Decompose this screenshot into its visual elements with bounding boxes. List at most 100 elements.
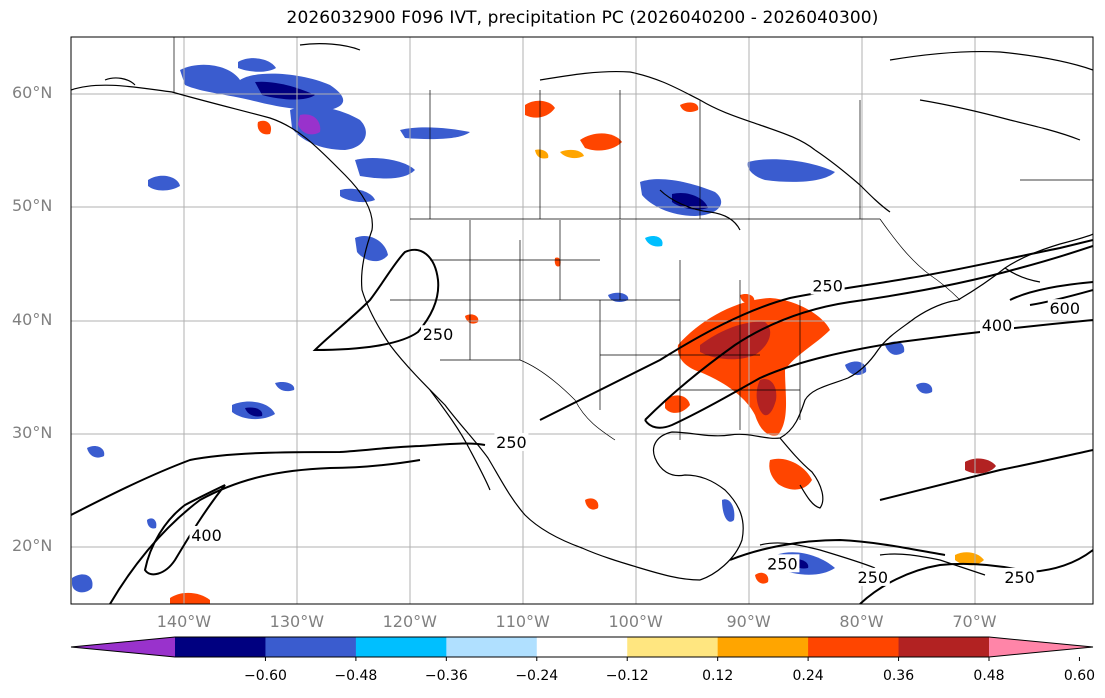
precip-negative-area xyxy=(672,192,708,210)
ivt-contour-600 xyxy=(1009,281,1093,301)
precip-negative-area xyxy=(245,407,263,417)
ivt-contour-600 xyxy=(1029,289,1093,306)
precip-negative-area xyxy=(845,361,867,376)
colorbar-tick-label: −0.24 xyxy=(515,668,559,684)
precip-positive-area xyxy=(257,120,272,135)
precip-negative-area xyxy=(87,445,105,458)
precip-negative-area xyxy=(238,58,276,72)
precip-positive-area xyxy=(677,298,830,436)
colorbar-tick-label: −0.12 xyxy=(605,668,649,684)
contour-label-bg xyxy=(855,567,890,586)
contour-label: 600 xyxy=(1049,299,1080,318)
lat-label: 40°N xyxy=(12,309,53,329)
contour-label: 250 xyxy=(812,276,843,295)
precip-negative-area xyxy=(275,381,295,392)
precip-negative-area xyxy=(916,382,933,394)
colorbar-tick-label: −0.36 xyxy=(424,668,468,684)
contour-label-bg xyxy=(1002,567,1037,586)
colorbar-tick-label: −0.48 xyxy=(334,668,378,684)
ivt-contour-400 xyxy=(143,484,226,576)
ivt-contour-250 xyxy=(539,239,1093,421)
precip-negative-area xyxy=(400,127,470,140)
precip-negative-area xyxy=(747,159,835,182)
ivt-contour-250 xyxy=(71,442,486,516)
contour-label-bg xyxy=(765,554,800,573)
contour-label-bg xyxy=(810,276,845,295)
lat-label: 20°N xyxy=(12,536,53,556)
precip-positive-area xyxy=(535,149,549,159)
lat-label: 60°N xyxy=(12,82,53,102)
lon-label: 130°W xyxy=(269,612,325,631)
precip-negative-area xyxy=(72,574,93,593)
lat-label: 50°N xyxy=(12,196,53,216)
precip-positive-area xyxy=(560,149,584,159)
precip-positive-area xyxy=(756,379,777,416)
precip-positive-area xyxy=(955,552,984,566)
colorbar-tick-label: −0.60 xyxy=(243,668,287,684)
colorbar-extend-min xyxy=(71,637,175,657)
colorbar-segment xyxy=(717,637,809,657)
precip-negative-area xyxy=(147,518,157,529)
ivt-contour-250 xyxy=(879,449,1093,501)
colorbar-segment xyxy=(265,637,357,657)
contour-label-bg xyxy=(494,432,529,451)
colorbar-tick-label: 0.12 xyxy=(702,668,734,684)
colorbar-outline xyxy=(70,636,1094,658)
ivt-contour-250 xyxy=(312,248,440,352)
precip-shading xyxy=(72,58,996,604)
lon-label: 140°W xyxy=(156,612,212,631)
contour-label: 250 xyxy=(858,568,889,587)
precip-negative-area xyxy=(355,158,415,179)
lon-label: 120°W xyxy=(382,612,437,631)
precip-negative-area xyxy=(355,235,388,262)
precip-positive-area xyxy=(585,498,599,510)
precip-positive-area xyxy=(680,102,699,113)
ivt-contour-250 xyxy=(859,549,1093,604)
contour-label-bg xyxy=(1047,299,1082,318)
ivt-contour-labels: 250 250 400 250 250 600 400 250 250 xyxy=(189,276,1082,587)
contour-label: 400 xyxy=(982,316,1013,335)
contour-label: 250 xyxy=(767,554,798,573)
lat-label: 30°N xyxy=(12,422,53,442)
colorbar-segment xyxy=(355,637,447,657)
ivt-contour-250 xyxy=(109,459,421,604)
lon-label: 80°W xyxy=(839,612,884,631)
contour-label-bg xyxy=(189,525,224,544)
precip-negative-area xyxy=(255,81,315,100)
precip-positive-area xyxy=(580,133,622,151)
precip-negative-area xyxy=(722,499,735,522)
ivt-contour-250 xyxy=(729,538,946,561)
precip-positive-area xyxy=(755,572,769,584)
precip-negative-area xyxy=(298,114,321,135)
lon-label: 100°W xyxy=(608,612,663,631)
colorbar-segment xyxy=(898,637,990,657)
precip-positive-area xyxy=(965,458,996,474)
precip-positive-area xyxy=(769,458,812,490)
colorbar-tick-label: 0.24 xyxy=(792,668,824,684)
map-frame xyxy=(70,36,1094,605)
precip-negative-area xyxy=(645,235,663,247)
contour-label: 250 xyxy=(1004,568,1035,587)
contour-label-bg xyxy=(421,325,456,344)
colorbar-tick-label: 0.36 xyxy=(882,668,915,684)
lon-label: 90°W xyxy=(726,612,771,631)
colorbar-segment xyxy=(446,637,538,657)
map-title: 2026032900 F096 IVT, precipitation PC (2… xyxy=(286,8,879,28)
colorbar-tick-label: 0.60 xyxy=(1063,668,1096,684)
colorbar-tick-label: 0.48 xyxy=(973,668,1005,684)
lon-label: 70°W xyxy=(952,612,997,631)
precip-negative-area xyxy=(148,175,180,191)
precip-positive-area xyxy=(700,321,771,360)
grid-lines xyxy=(71,37,1093,604)
colorbar-segment xyxy=(808,637,900,657)
precip-negative-area xyxy=(340,188,375,203)
ivt-contour-400 xyxy=(644,245,1093,421)
colorbar-segment xyxy=(175,637,266,657)
colorbar-extend-max xyxy=(989,637,1093,657)
lon-label: 110°W xyxy=(495,612,550,631)
precip-positive-area xyxy=(740,293,755,304)
contour-label-bg xyxy=(980,316,1015,335)
precip-positive-area xyxy=(665,395,690,413)
